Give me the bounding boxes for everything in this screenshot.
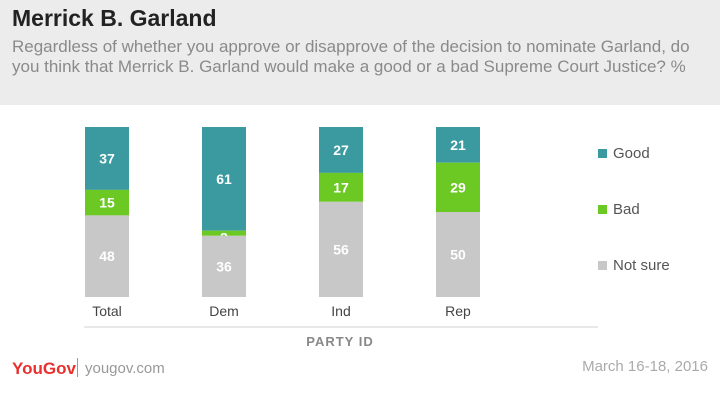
data-label-total-good: 37	[99, 150, 115, 166]
stacked-bar-chart: PARTY ID 371548Total61336Dem271756Ind212…	[84, 127, 670, 349]
legend-label-good: Good	[613, 145, 650, 162]
bar-segment-total-good	[85, 127, 129, 190]
bar-segment-rep-not-sure	[436, 212, 480, 297]
legend-label-bad: Bad	[613, 201, 640, 218]
legend-swatch-good	[598, 149, 607, 158]
data-label-ind-bad: 17	[333, 179, 349, 195]
bar-segment-ind-good	[319, 127, 363, 173]
footer-url: yougov.com	[85, 360, 165, 377]
x-axis-label: PARTY ID	[306, 334, 373, 349]
header-band: Merrick B. Garland Regardless of whether…	[0, 0, 720, 105]
x-tick-label-ind: Ind	[331, 303, 350, 319]
page-subtitle: Regardless of whether you approve or dis…	[12, 37, 690, 76]
yougov-logo: YouGov	[12, 359, 76, 378]
x-tick-label-total: Total	[92, 303, 122, 319]
footer-date: March 16-18, 2016	[582, 358, 708, 375]
data-label-rep-not-sure: 50	[450, 247, 466, 263]
x-tick-label-dem: Dem	[209, 303, 239, 319]
bar-segment-rep-good	[436, 127, 480, 163]
footer-divider	[77, 358, 78, 377]
legend-swatch-not-sure	[598, 261, 607, 270]
legend-swatch-bad	[598, 205, 607, 214]
data-label-dem-good: 61	[216, 171, 232, 187]
bar-segment-ind-not-sure	[319, 201, 363, 297]
data-label-total-not-sure: 48	[99, 248, 115, 264]
bar-segment-dem-bad	[202, 230, 246, 236]
bar-segment-rep-bad	[436, 162, 480, 212]
bar-segment-dem-good	[202, 127, 246, 231]
page-title: Merrick B. Garland	[12, 5, 217, 31]
bar-segment-total-bad	[85, 189, 129, 216]
x-tick-label-rep: Rep	[445, 303, 471, 319]
data-label-rep-good: 21	[450, 137, 466, 153]
data-label-total-bad: 15	[99, 195, 115, 211]
bar-segment-ind-bad	[319, 172, 363, 202]
data-label-rep-bad: 29	[450, 179, 466, 195]
data-label-ind-good: 27	[333, 142, 349, 158]
data-label-dem-not-sure: 36	[216, 258, 232, 274]
bar-segment-dem-not-sure	[202, 235, 246, 297]
data-label-ind-not-sure: 56	[333, 241, 349, 257]
legend-label-not-sure: Not sure	[613, 257, 670, 274]
bar-segment-total-not-sure	[85, 215, 129, 297]
